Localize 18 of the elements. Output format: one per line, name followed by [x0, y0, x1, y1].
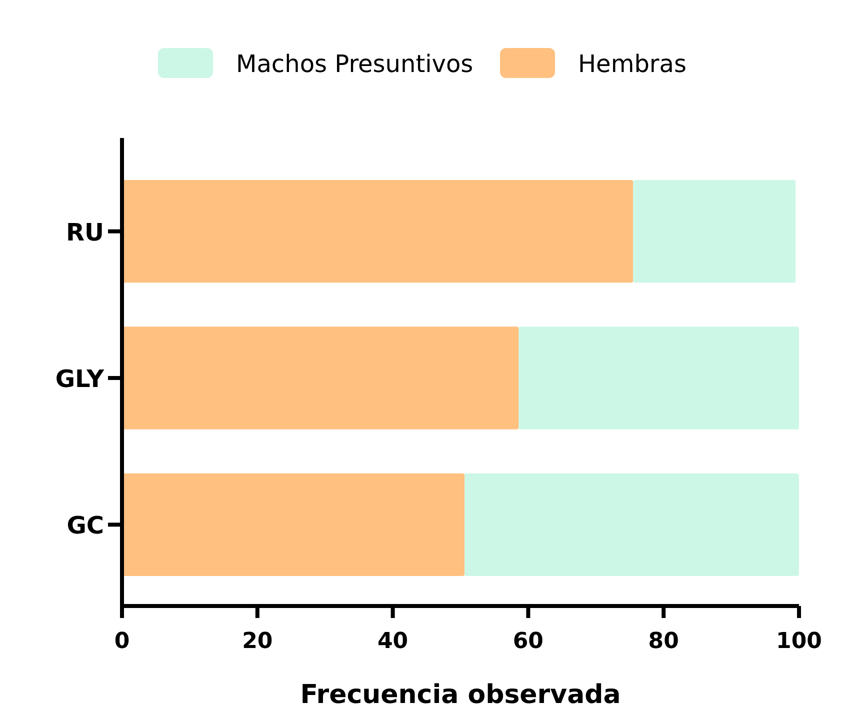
x-tick-label: 40 — [377, 629, 408, 654]
x-tick-label: 60 — [512, 629, 544, 654]
x-tick-label: 80 — [648, 629, 679, 654]
x-tick-label: 100 — [776, 629, 822, 654]
y-tick-label: GC — [66, 512, 104, 540]
legend-label: Hembras — [578, 50, 687, 78]
bar — [518, 326, 799, 430]
x-tick-label: 20 — [242, 629, 273, 654]
bar — [122, 326, 519, 430]
bar — [464, 473, 799, 576]
x-tick-label: 0 — [114, 629, 130, 654]
bar — [633, 180, 796, 283]
bar — [122, 473, 465, 576]
y-tick-label: RU — [66, 218, 104, 246]
x-axis-title: Frecuencia observada — [300, 680, 621, 710]
y-tick-label: GLY — [55, 365, 105, 393]
bar — [122, 180, 634, 283]
legend-label: Machos Presuntivos — [236, 50, 474, 78]
